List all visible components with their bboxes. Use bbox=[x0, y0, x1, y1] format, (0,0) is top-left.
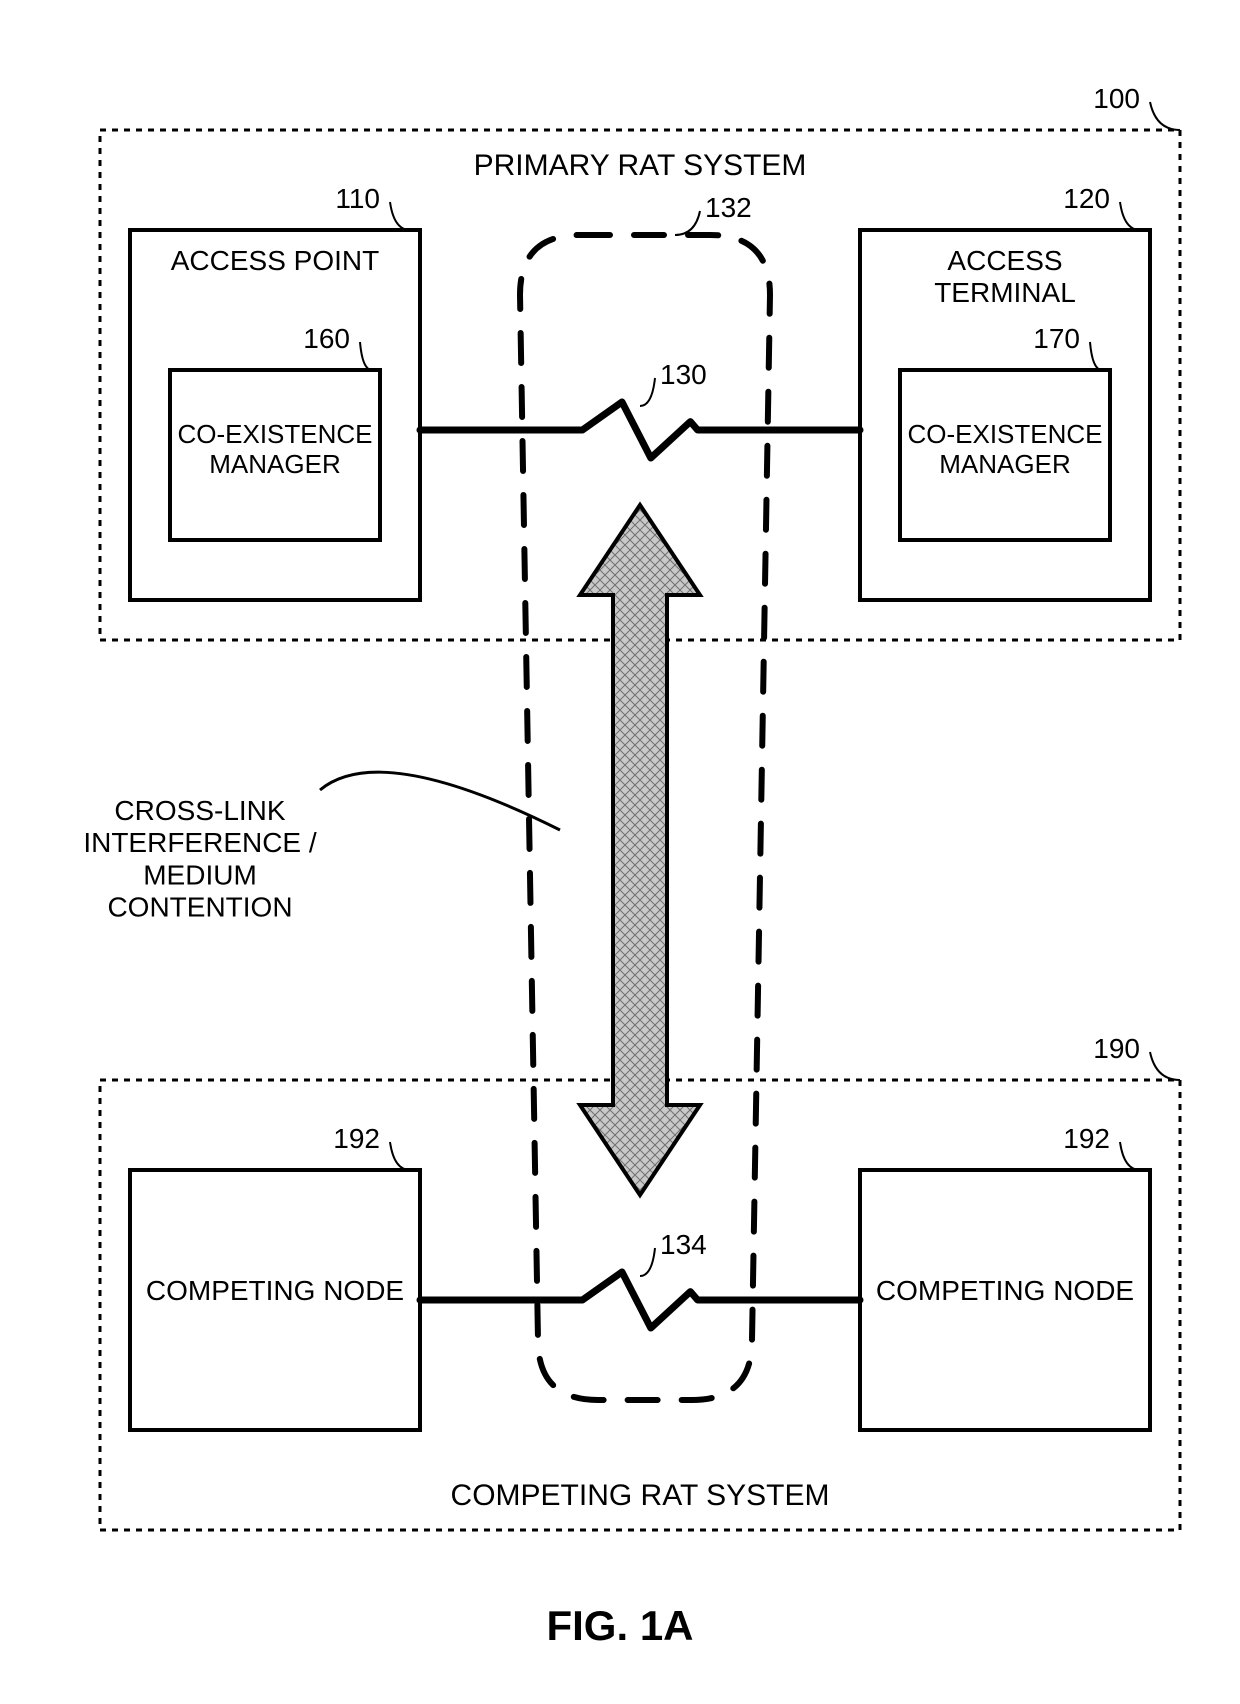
ref-number: 130 bbox=[660, 359, 707, 390]
ref-number: 134 bbox=[660, 1229, 707, 1260]
inner-label: CO-EXISTENCEMANAGER bbox=[177, 419, 372, 479]
node-label: COMPETING NODE bbox=[146, 1275, 404, 1306]
ref-number: 192 bbox=[333, 1123, 380, 1154]
node-label: COMPETING NODE bbox=[876, 1275, 1134, 1306]
node-box bbox=[130, 230, 420, 600]
diagram-canvas: PRIMARY RAT SYSTEM 100 COMPETING RAT SYSTE… bbox=[0, 0, 1240, 1704]
system-label: PRIMARY RAT SYSTEM bbox=[474, 149, 807, 182]
ref-number: 100 bbox=[1093, 83, 1140, 114]
inner-label: CO-EXISTENCEMANAGER bbox=[907, 419, 1102, 479]
figure-label: FIG. 1A bbox=[546, 1602, 693, 1649]
ref-number: 160 bbox=[303, 323, 350, 354]
ref-number: 190 bbox=[1093, 1033, 1140, 1064]
wireless-link-icon bbox=[420, 1272, 860, 1328]
leader-line bbox=[320, 772, 560, 830]
node-label: ACCESSTERMINAL bbox=[934, 245, 1076, 308]
ref-number: 120 bbox=[1063, 183, 1110, 214]
ref-number: 192 bbox=[1063, 1123, 1110, 1154]
ref-number: 110 bbox=[335, 183, 380, 214]
wireless-link-icon bbox=[420, 402, 860, 458]
interference-label: CROSS-LINKINTERFERENCE /MEDIUMCONTENTION bbox=[83, 795, 317, 923]
ref-number: 170 bbox=[1033, 323, 1080, 354]
system-label: COMPETING RAT SYSTEM bbox=[451, 1479, 830, 1512]
ref-number: 132 bbox=[705, 192, 752, 223]
interference-arrow-icon bbox=[580, 505, 700, 1195]
node-label: ACCESS POINT bbox=[171, 245, 379, 276]
